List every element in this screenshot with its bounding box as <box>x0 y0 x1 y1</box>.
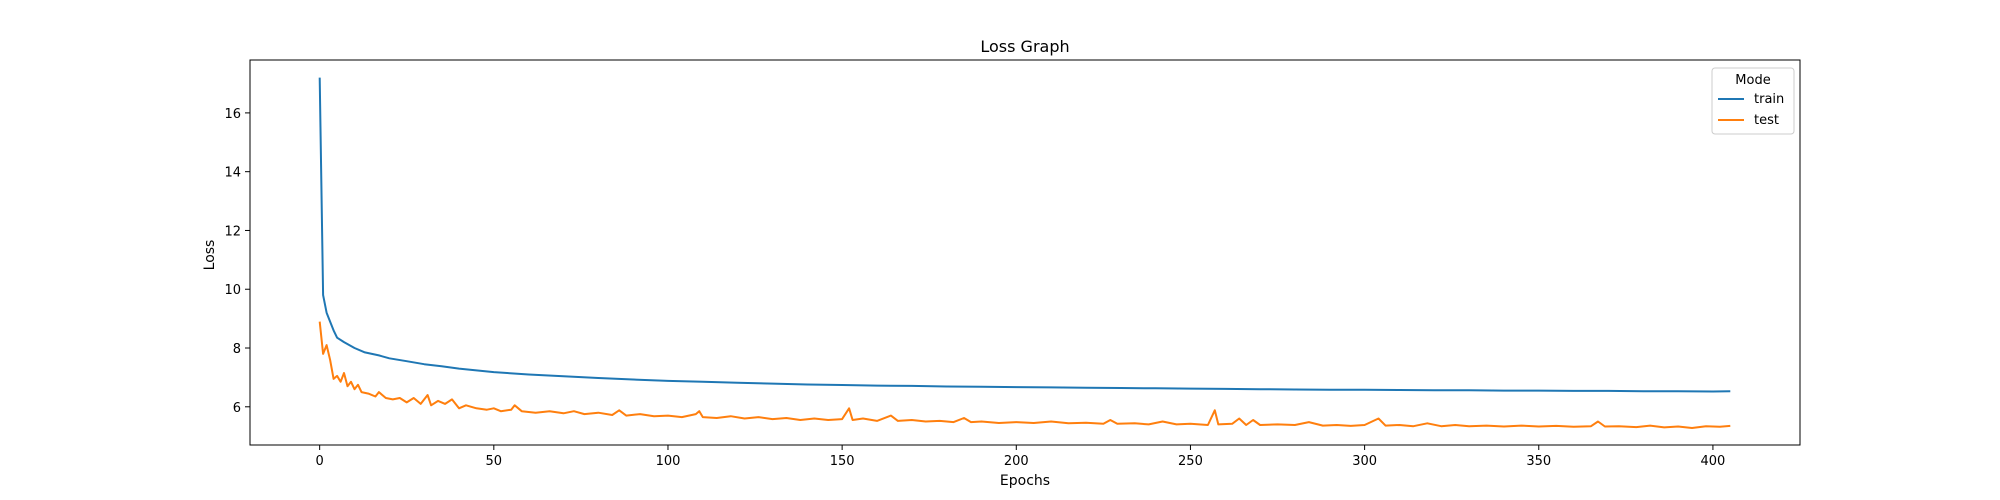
x-tick-label: 250 <box>1178 454 1203 469</box>
y-axis-label: Loss <box>202 240 218 271</box>
plot-area <box>250 60 1800 445</box>
y-tick-label: 10 <box>224 283 241 298</box>
plot-frame <box>249 59 1801 446</box>
x-axis-label: Epochs <box>1000 473 1050 489</box>
x-tick-label: 200 <box>1004 454 1029 469</box>
series-lines <box>318 77 1731 429</box>
x-tick-label: 0 <box>316 454 324 469</box>
x-tick-label: 300 <box>1352 454 1377 469</box>
train-series-line <box>318 77 1731 393</box>
x-tick-label: 150 <box>830 454 855 469</box>
legend-train-label: train <box>1754 92 1784 107</box>
axis-ticks: 0 50 100 150 200 250 300 350 400 6 8 10 12 14 16 <box>224 107 1725 469</box>
legend: Mode train test <box>1711 67 1795 135</box>
x-tick-label: 100 <box>656 454 681 469</box>
chart-title: Loss Graph <box>980 37 1069 56</box>
y-tick-label: 8 <box>233 342 241 357</box>
legend-box <box>1711 67 1795 135</box>
x-tick-label: 400 <box>1701 454 1726 469</box>
legend-test-label: test <box>1754 113 1779 128</box>
y-tick-label: 14 <box>224 166 241 181</box>
y-tick-label: 12 <box>224 224 241 239</box>
x-tick-label: 50 <box>486 454 503 469</box>
y-tick-label: 16 <box>224 107 241 122</box>
legend-title: Mode <box>1735 73 1770 88</box>
test-series-line <box>318 321 1731 429</box>
y-tick-label: 6 <box>233 401 241 416</box>
x-tick-label: 350 <box>1526 454 1551 469</box>
